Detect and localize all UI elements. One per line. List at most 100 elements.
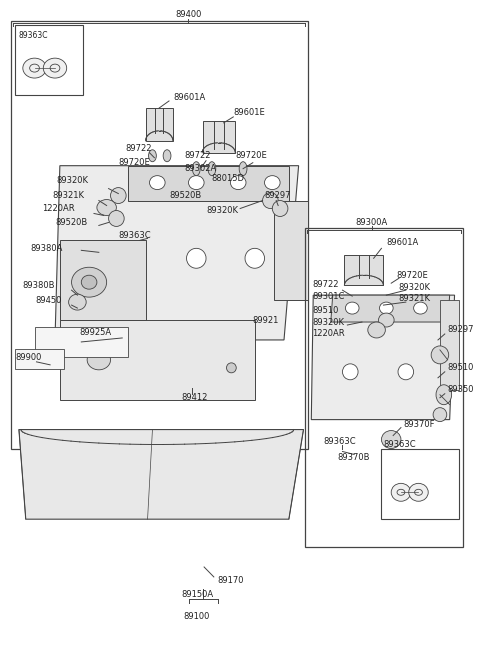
Text: 89400: 89400 — [175, 10, 202, 19]
Ellipse shape — [431, 346, 449, 364]
Polygon shape — [440, 300, 459, 390]
Text: 89720E: 89720E — [235, 151, 267, 160]
Bar — [15, 26, 83, 95]
Text: 89601E: 89601E — [233, 109, 265, 117]
Ellipse shape — [87, 350, 110, 370]
Text: 89601A: 89601A — [386, 238, 419, 247]
Text: 1220AR: 1220AR — [42, 204, 75, 213]
Ellipse shape — [148, 150, 156, 162]
Bar — [36, 327, 128, 357]
Ellipse shape — [409, 483, 428, 501]
Ellipse shape — [108, 210, 124, 227]
Text: 89370B: 89370B — [337, 453, 370, 462]
Text: 89363C: 89363C — [19, 31, 48, 40]
Ellipse shape — [43, 58, 67, 78]
Polygon shape — [19, 430, 303, 519]
Polygon shape — [203, 121, 235, 153]
Text: 89301C: 89301C — [312, 291, 345, 301]
Ellipse shape — [23, 58, 46, 78]
Polygon shape — [345, 255, 384, 285]
Ellipse shape — [72, 267, 107, 297]
Text: 89380A: 89380A — [31, 244, 63, 253]
Ellipse shape — [433, 407, 447, 422]
Text: 89100: 89100 — [183, 612, 209, 622]
Text: 89370F: 89370F — [403, 420, 434, 429]
Ellipse shape — [398, 364, 414, 380]
Text: 89363C: 89363C — [119, 231, 151, 240]
Text: 89363C: 89363C — [384, 440, 416, 449]
Bar — [60, 320, 255, 400]
Text: 89925A: 89925A — [79, 328, 111, 337]
Text: 89921: 89921 — [253, 316, 279, 324]
Ellipse shape — [346, 302, 359, 314]
Text: 89510: 89510 — [312, 306, 338, 314]
Text: 88015D: 88015D — [211, 174, 244, 183]
Polygon shape — [128, 166, 289, 200]
Text: 89720E: 89720E — [119, 159, 150, 167]
Text: 89320K: 89320K — [398, 283, 430, 291]
Text: 89380B: 89380B — [23, 281, 55, 290]
Ellipse shape — [391, 483, 411, 501]
Ellipse shape — [69, 294, 86, 310]
Text: 1220AR: 1220AR — [312, 329, 345, 339]
Text: 89302A: 89302A — [185, 164, 217, 173]
Ellipse shape — [192, 162, 200, 176]
Ellipse shape — [272, 200, 288, 216]
Ellipse shape — [208, 162, 216, 176]
Text: 89350: 89350 — [448, 385, 474, 394]
Ellipse shape — [187, 248, 206, 269]
Polygon shape — [312, 295, 455, 420]
Bar — [382, 449, 459, 519]
Text: 89510: 89510 — [448, 364, 474, 372]
Ellipse shape — [163, 150, 171, 162]
Ellipse shape — [239, 162, 247, 176]
Ellipse shape — [110, 187, 126, 204]
Ellipse shape — [414, 302, 427, 314]
Ellipse shape — [113, 248, 133, 269]
Ellipse shape — [263, 193, 278, 208]
Text: 89412: 89412 — [181, 393, 208, 402]
Text: 89720E: 89720E — [396, 271, 428, 280]
Ellipse shape — [81, 275, 97, 289]
Polygon shape — [274, 200, 308, 300]
Text: 89520B: 89520B — [55, 218, 87, 227]
Ellipse shape — [342, 364, 358, 380]
Ellipse shape — [245, 248, 264, 269]
Ellipse shape — [264, 176, 280, 189]
Polygon shape — [55, 166, 299, 340]
Text: 89297: 89297 — [264, 191, 291, 200]
Ellipse shape — [368, 322, 385, 338]
Text: 89297: 89297 — [448, 326, 474, 335]
Ellipse shape — [436, 384, 452, 405]
Text: 89363C: 89363C — [323, 437, 356, 446]
Polygon shape — [145, 108, 173, 141]
Ellipse shape — [189, 176, 204, 189]
Text: 89321K: 89321K — [398, 293, 430, 303]
Text: 89320K: 89320K — [206, 206, 238, 215]
Ellipse shape — [230, 176, 246, 189]
Text: 89450: 89450 — [36, 295, 62, 305]
Text: 89320K: 89320K — [312, 318, 344, 327]
Text: 89520B: 89520B — [169, 191, 201, 200]
Text: 89900: 89900 — [15, 353, 41, 362]
Text: 89300A: 89300A — [356, 218, 388, 227]
Text: 89150A: 89150A — [181, 590, 214, 599]
Polygon shape — [60, 240, 145, 320]
Ellipse shape — [227, 363, 236, 373]
Ellipse shape — [379, 313, 394, 327]
Ellipse shape — [382, 430, 401, 449]
Polygon shape — [331, 295, 450, 322]
Ellipse shape — [149, 176, 165, 189]
Text: 89321K: 89321K — [52, 191, 84, 200]
Text: 89722: 89722 — [185, 151, 211, 160]
Ellipse shape — [97, 200, 116, 215]
Text: 89722: 89722 — [125, 144, 152, 153]
Text: 89170: 89170 — [218, 576, 244, 586]
Bar — [15, 349, 64, 369]
Text: 89320K: 89320K — [56, 176, 88, 185]
Text: 89722: 89722 — [312, 280, 339, 289]
Bar — [11, 22, 308, 449]
Bar — [305, 229, 463, 547]
Text: 89601A: 89601A — [173, 94, 205, 102]
Ellipse shape — [380, 302, 393, 314]
